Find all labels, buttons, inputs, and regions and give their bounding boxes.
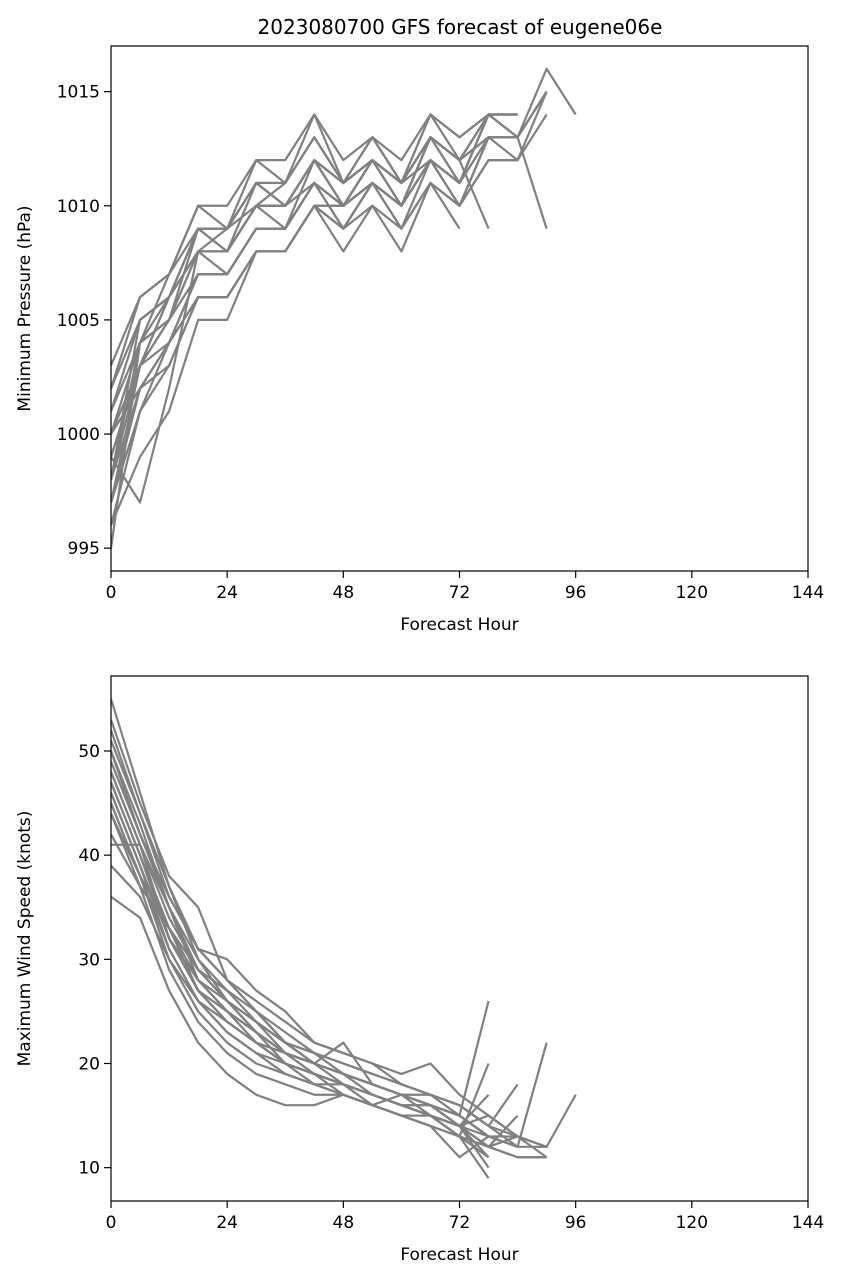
- wind-xtick-label: 96: [565, 1213, 587, 1233]
- wind-yaxis-label: Maximum Wind Speed (knots): [15, 811, 35, 1067]
- pressure-xtick-label: 96: [565, 583, 587, 603]
- wind-series-line: [111, 750, 548, 1159]
- pressure-xaxis-label: Forecast Hour: [400, 615, 518, 635]
- wind-xtick-label: 120: [676, 1213, 708, 1233]
- pressure-series-line: [111, 113, 518, 389]
- wind-ytick-label: 20: [78, 1055, 100, 1075]
- pressure-ytick-label: 1005: [57, 311, 100, 331]
- wind-ytick-label: 50: [78, 742, 100, 762]
- pressure-series-line: [111, 113, 548, 503]
- pressure-series-line: [111, 159, 518, 526]
- pressure-ytick-label: 1010: [57, 197, 100, 217]
- pressure-series-line: [111, 91, 548, 389]
- wind-xtick-label: 144: [792, 1213, 824, 1233]
- pressure-series-line: [111, 136, 548, 458]
- wind-series-line: [111, 781, 490, 1159]
- wind-ytick-label: 30: [78, 950, 100, 970]
- pressure-series-group: [111, 67, 577, 549]
- pressure-xtick-label: 120: [676, 583, 708, 603]
- wind-series-group: [111, 698, 577, 1179]
- wind-series-line: [111, 792, 490, 1169]
- pressure-series-line: [111, 67, 577, 480]
- wind-ytick-label: 40: [78, 846, 100, 866]
- wind-xaxis-label: Forecast Hour: [400, 1245, 518, 1265]
- pressure-xtick-label: 144: [792, 583, 824, 603]
- wind-series-line: [111, 792, 547, 1159]
- wind-series-line: [111, 895, 547, 1159]
- wind-xtick-label: 24: [216, 1213, 238, 1233]
- pressure-series-line: [111, 113, 518, 503]
- pressure-panel: 0 24 48 72 96 120 144 995 1000 1005 1010 1015 Foreca…: [15, 45, 824, 635]
- wind-series-line: [111, 729, 519, 1128]
- wind-series-line: [111, 761, 519, 1138]
- pressure-series-line: [111, 114, 490, 503]
- chart-title: 2023080700 GFS forecast of eugene06e: [258, 15, 663, 39]
- pressure-xtick-label: 0: [106, 583, 117, 603]
- wind-series-line: [111, 864, 490, 1158]
- wind-panel: 0 24 48 72 96 120 144 10 20 30 40 50 Forecast Hour Ma…: [15, 675, 824, 1265]
- wind-series-line: [111, 740, 548, 1148]
- pressure-yaxis-label: Minimum Pressure (hPa): [15, 205, 35, 411]
- pressure-ytick-label: 995: [68, 539, 100, 559]
- pressure-xtick-label: 24: [216, 583, 238, 603]
- pressure-series-line: [111, 181, 461, 458]
- pressure-series-line: [111, 91, 548, 480]
- pressure-series-line: [111, 113, 518, 481]
- pressure-series-line: [111, 114, 490, 504]
- wind-axes-frame: [110, 675, 809, 1202]
- wind-series-line: [111, 802, 490, 1138]
- wind-series-line: [111, 813, 548, 1159]
- wind-xtick-label: 0: [106, 1213, 117, 1233]
- wind-xtick-label: 72: [449, 1213, 471, 1233]
- pressure-xtick-label: 48: [333, 583, 355, 603]
- pressure-ytick-label: 1015: [57, 83, 100, 103]
- pressure-series-line: [111, 136, 490, 480]
- wind-series-line: [111, 802, 490, 1179]
- wind-series-line: [111, 813, 490, 1138]
- wind-xtick-label: 48: [333, 1213, 355, 1233]
- pressure-axes-frame: [110, 45, 809, 572]
- pressure-ytick-label: 1000: [57, 425, 100, 445]
- wind-series-line: [111, 719, 490, 1138]
- wind-ytick-label: 10: [78, 1159, 100, 1179]
- pressure-xtick-label: 72: [449, 583, 471, 603]
